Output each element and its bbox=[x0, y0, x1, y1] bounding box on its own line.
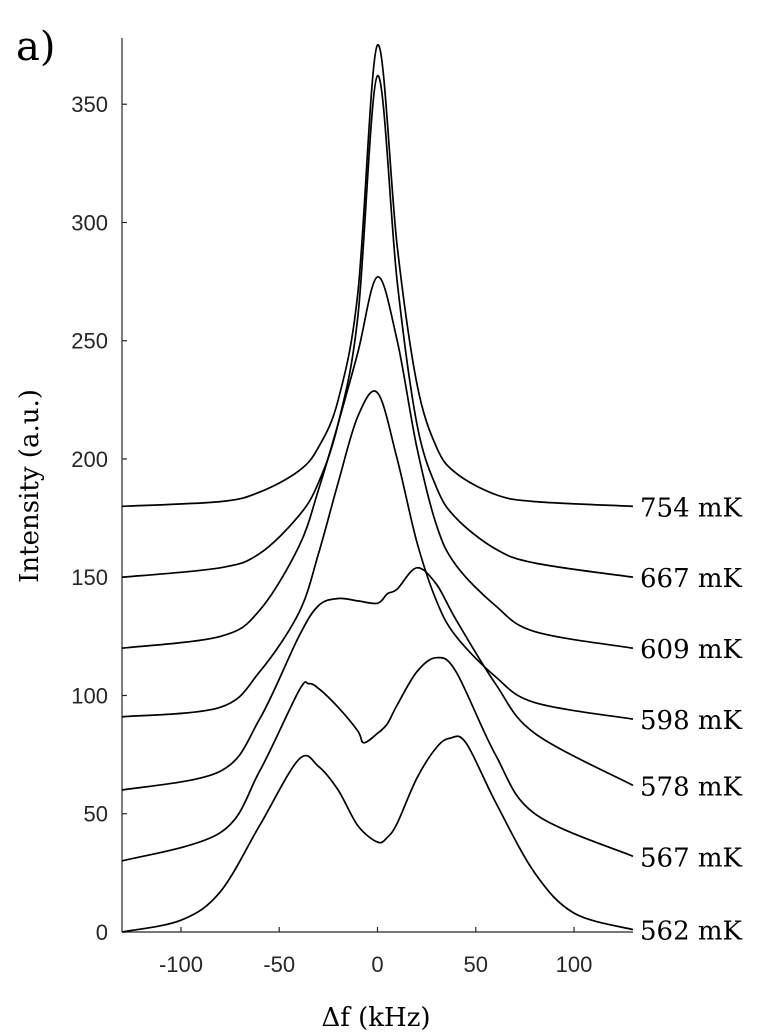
series-label: 578 mK bbox=[640, 772, 743, 802]
y-tick-label: 50 bbox=[84, 802, 108, 827]
series-label: 598 mK bbox=[640, 706, 743, 736]
series-label: 667 mK bbox=[640, 564, 743, 594]
y-tick-label: 250 bbox=[71, 329, 108, 354]
axes: 0 50 100 150 200 250 300 350 -100 -50 0 50 100 bbox=[71, 38, 633, 977]
y-tick-label: 0 bbox=[96, 920, 108, 945]
x-tick-label: -100 bbox=[159, 952, 203, 977]
x-tick-label: 0 bbox=[371, 952, 383, 977]
series-line-3 bbox=[121, 390, 634, 720]
series-line-4 bbox=[121, 566, 634, 791]
series-label: 754 mK bbox=[640, 493, 743, 523]
series-line-0 bbox=[121, 44, 634, 508]
series-label: 567 mK bbox=[640, 843, 743, 873]
series-labels: 754 mK 667 mK 609 mK 598 mK 578 mK 567 mK 562 … bbox=[640, 493, 743, 946]
series-label: 562 mK bbox=[640, 917, 743, 947]
series-line-5 bbox=[121, 656, 634, 862]
x-axis-label: Δf (kHz) bbox=[321, 1003, 430, 1033]
y-tick-label: 100 bbox=[71, 683, 108, 708]
series-line-6 bbox=[121, 735, 634, 933]
y-tick-label: 350 bbox=[71, 92, 108, 117]
series-label: 609 mK bbox=[640, 635, 743, 665]
y-axis-label: Intensity (a.u.) bbox=[15, 389, 45, 583]
x-tick-label: -50 bbox=[263, 952, 295, 977]
x-tick-label: 50 bbox=[464, 952, 488, 977]
y-tick-label: 300 bbox=[71, 210, 108, 235]
x-tick-label: 100 bbox=[556, 952, 593, 977]
y-tick-label: 150 bbox=[71, 565, 108, 590]
y-tick-label: 200 bbox=[71, 447, 108, 472]
panel-label: a) bbox=[16, 24, 55, 70]
series-line-1 bbox=[121, 74, 634, 579]
curves bbox=[121, 44, 634, 933]
series-line-2 bbox=[121, 276, 634, 650]
